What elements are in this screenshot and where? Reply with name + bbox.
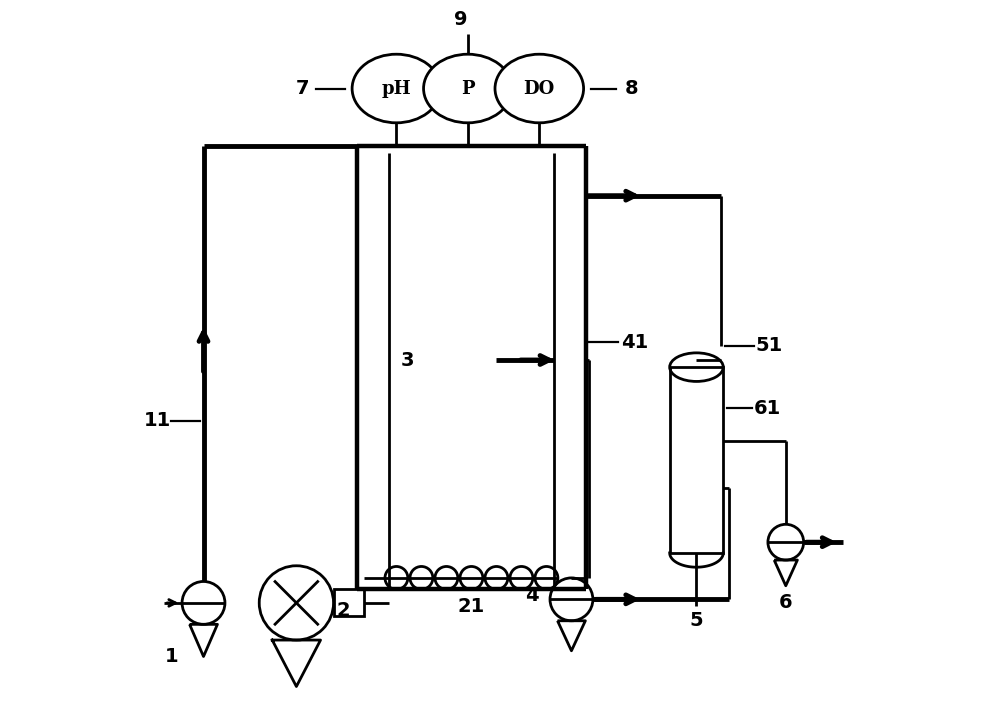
Text: P: P: [461, 79, 475, 97]
Text: 51: 51: [756, 336, 783, 355]
Text: 11: 11: [143, 411, 171, 431]
Text: 61: 61: [754, 398, 781, 418]
Text: 5: 5: [690, 611, 703, 630]
Text: 3: 3: [400, 351, 414, 369]
Text: pH: pH: [382, 79, 411, 97]
Text: 8: 8: [625, 79, 638, 98]
Text: 1: 1: [165, 647, 178, 666]
Text: 41: 41: [621, 333, 648, 351]
Text: 6: 6: [779, 593, 793, 613]
Ellipse shape: [495, 54, 584, 123]
Ellipse shape: [424, 54, 512, 123]
Text: DO: DO: [524, 79, 555, 97]
Text: 2: 2: [336, 600, 350, 619]
Text: 21: 21: [458, 597, 485, 616]
Text: 4: 4: [525, 586, 539, 606]
Bar: [334, 590, 364, 616]
Text: 9: 9: [454, 10, 467, 30]
Bar: [670, 367, 723, 553]
Ellipse shape: [352, 54, 441, 123]
Text: 7: 7: [295, 79, 309, 98]
